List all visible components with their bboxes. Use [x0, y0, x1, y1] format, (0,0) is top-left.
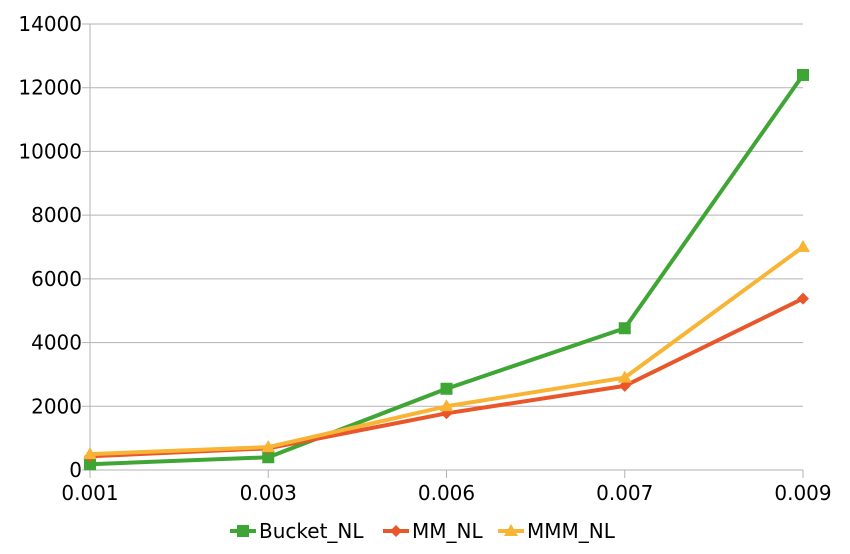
- series-line: [89, 296, 804, 459]
- x-tick-label: 0.003: [240, 481, 297, 505]
- y-tick-label: 14000: [18, 12, 82, 36]
- data-point: [796, 240, 810, 252]
- legend: Bucket_NL MM_NL MMM_NL: [230, 519, 616, 543]
- legend-label: Bucket_NL: [259, 519, 364, 543]
- series-bucket-nl: [84, 68, 809, 471]
- y-tick-label: 8000: [31, 203, 82, 227]
- series-mm-nl: [84, 292, 809, 463]
- data-point: [261, 440, 276, 453]
- data-point: [83, 447, 97, 460]
- data-point: [797, 68, 809, 81]
- legend-marker: [390, 525, 402, 537]
- data-point: [618, 379, 631, 392]
- x-tick-label: 0.006: [418, 481, 475, 505]
- x-tick-label: 0.009: [774, 481, 831, 505]
- data-point: [618, 322, 631, 335]
- series-mmm-nl: [83, 240, 810, 460]
- y-tick-labels: 0 2000 4000 6000 8000 10000 12000 14000: [18, 12, 82, 482]
- legend-marker: [237, 525, 249, 537]
- x-tick-label: 0.001: [61, 481, 118, 505]
- axes: [82, 23, 804, 478]
- grid-lines: [90, 23, 803, 407]
- x-tick-labels: 0.001 0.003 0.006 0.007 0.009: [61, 481, 831, 505]
- legend-item: Bucket_NL: [230, 519, 364, 543]
- x-tick-label: 0.007: [596, 481, 653, 505]
- data-point: [84, 458, 96, 471]
- legend-item: MMM_NL: [498, 519, 616, 543]
- legend-label: MMM_NL: [527, 519, 616, 543]
- legend-marker: [504, 524, 518, 536]
- y-tick-label: 0: [69, 458, 82, 482]
- legend-label: MM_NL: [412, 519, 483, 543]
- y-tick-label: 10000: [18, 139, 82, 163]
- data-series: [83, 68, 810, 471]
- legend-item: MM_NL: [383, 519, 483, 543]
- y-tick-label: 2000: [31, 394, 82, 418]
- data-point: [262, 451, 275, 464]
- y-tick-label: 6000: [31, 267, 82, 291]
- data-point: [439, 399, 454, 412]
- y-tick-label: 4000: [31, 331, 82, 355]
- data-point: [617, 370, 632, 383]
- data-point: [440, 382, 453, 395]
- data-point: [797, 292, 809, 305]
- y-tick-label: 12000: [18, 76, 82, 100]
